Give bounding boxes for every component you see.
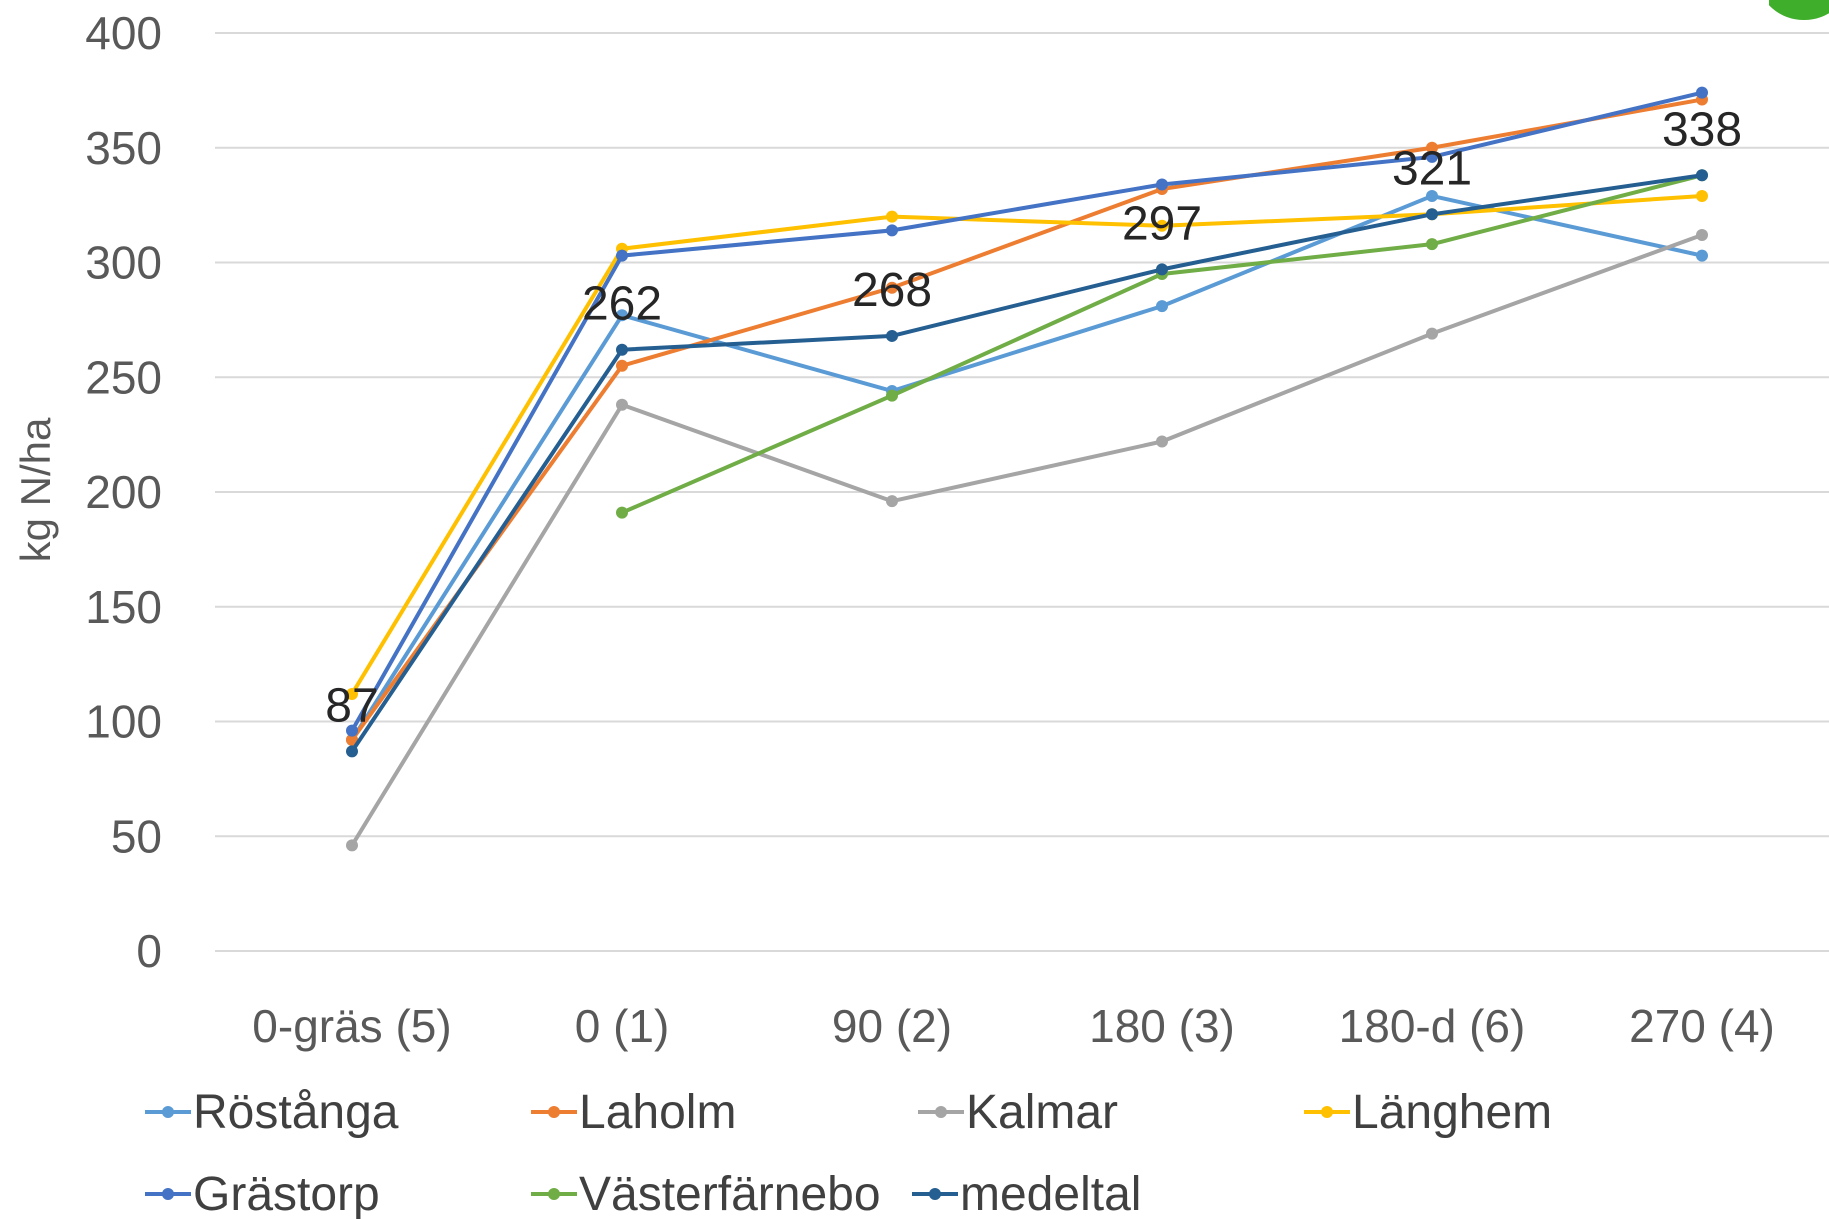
y-axis-ticks: 0 50 100 150 200 250 300 350 400 (85, 7, 162, 977)
data-point (886, 495, 898, 508)
x-tick-label: 270 (4) (1629, 1000, 1775, 1052)
legend-item-laholm: Laholm (531, 1086, 736, 1139)
legend-marker-icon (548, 1106, 560, 1118)
series-grästorp (346, 86, 1708, 737)
data-point (1156, 263, 1168, 276)
data-label: 87 (325, 679, 378, 732)
data-label: 321 (1392, 142, 1472, 195)
data-point (616, 506, 628, 519)
data-point (1426, 238, 1438, 251)
legend-item-grästorp: Grästorp (145, 1168, 380, 1219)
x-tick-label: 90 (2) (832, 1000, 952, 1052)
y-tick-label: 100 (85, 696, 162, 748)
data-point (886, 389, 898, 402)
y-tick-label: 350 (85, 122, 162, 174)
y-tick-label: 400 (85, 7, 162, 59)
y-tick-label: 50 (111, 810, 162, 862)
series-line (350, 193, 1703, 741)
series-line (350, 173, 1703, 753)
series-medeltal (346, 169, 1708, 758)
y-tick-label: 300 (85, 237, 162, 289)
data-point (616, 398, 628, 411)
gridlines (215, 32, 1829, 952)
legend-marker-icon (1321, 1106, 1333, 1118)
legend-label: Kalmar (966, 1086, 1118, 1139)
data-point (886, 281, 898, 294)
data-point (886, 329, 898, 342)
data-label: 262 (582, 278, 662, 331)
data-point (1426, 189, 1438, 202)
data-point (1156, 219, 1168, 232)
data-point (616, 249, 628, 262)
decorative-green-shape (1769, 0, 1829, 24)
legend-item-kalmar: Kalmar (918, 1086, 1118, 1139)
data-point (346, 745, 358, 758)
legend-item-västerfärnebo: Västerfärnebo (531, 1168, 881, 1219)
data-point (1156, 178, 1168, 191)
data-point (1426, 208, 1438, 221)
y-tick-label: 200 (85, 466, 162, 518)
data-label: 297 (1122, 197, 1202, 250)
data-point (616, 359, 628, 372)
legend-marker-icon (935, 1106, 947, 1118)
data-point (1696, 228, 1708, 241)
x-tick-label: 180 (3) (1089, 1000, 1235, 1052)
data-point (886, 224, 898, 237)
series-laholm (346, 93, 1708, 746)
legend-label: Västerfärnebo (579, 1168, 881, 1219)
series-lines (346, 86, 1708, 852)
data-point (1156, 435, 1168, 448)
y-tick-label: 0 (136, 925, 162, 977)
data-point (346, 839, 358, 852)
data-point (886, 210, 898, 223)
legend-label: Länghem (1352, 1086, 1552, 1139)
series-länghem (346, 189, 1708, 700)
data-point (616, 309, 628, 322)
series-line (350, 233, 1703, 847)
data-point (1696, 189, 1708, 202)
legend-label: Laholm (579, 1086, 736, 1139)
x-tick-label: 180-d (6) (1339, 1000, 1526, 1052)
legend-label: Grästorp (193, 1168, 380, 1219)
data-labels: 87 262 268 297 321 338 (325, 103, 1742, 732)
legend-item-röstånga: Röstånga (145, 1086, 399, 1139)
data-point (1696, 86, 1708, 99)
legend-marker-icon (162, 1188, 174, 1200)
data-point (1696, 249, 1708, 262)
series-kalmar (346, 228, 1708, 852)
series-line (350, 193, 1703, 695)
data-point (616, 343, 628, 356)
data-point (1696, 169, 1708, 182)
x-axis-ticks: 0-gräs (5) 0 (1) 90 (2) 180 (3) 180-d (6) 270… (252, 1000, 1775, 1052)
legend-item-medeltal: medeltal (912, 1168, 1141, 1219)
data-point (346, 687, 358, 700)
y-tick-label: 150 (85, 581, 162, 633)
legend-marker-icon (162, 1106, 174, 1118)
y-tick-label: 250 (85, 351, 162, 403)
legend: Röstånga Laholm Kalmar Länghem Grästorp Väste… (145, 1086, 1552, 1219)
legend-label: medeltal (960, 1168, 1141, 1219)
series-line (350, 90, 1703, 732)
data-point (1426, 150, 1438, 163)
data-point (346, 724, 358, 737)
data-point (346, 733, 358, 746)
data-point (1426, 327, 1438, 340)
data-point (1156, 300, 1168, 313)
legend-item-länghem: Länghem (1304, 1086, 1552, 1139)
y-axis-title: kg N/ha (12, 417, 59, 562)
x-tick-label: 0 (1) (575, 1000, 670, 1052)
data-label: 268 (852, 264, 932, 317)
data-label: 338 (1662, 103, 1742, 156)
x-tick-label: 0-gräs (5) (252, 1000, 451, 1052)
data-point (1426, 141, 1438, 154)
series-line (350, 97, 1703, 742)
legend-marker-icon (548, 1188, 560, 1200)
legend-label: Röstånga (193, 1086, 399, 1139)
legend-marker-icon (929, 1188, 941, 1200)
